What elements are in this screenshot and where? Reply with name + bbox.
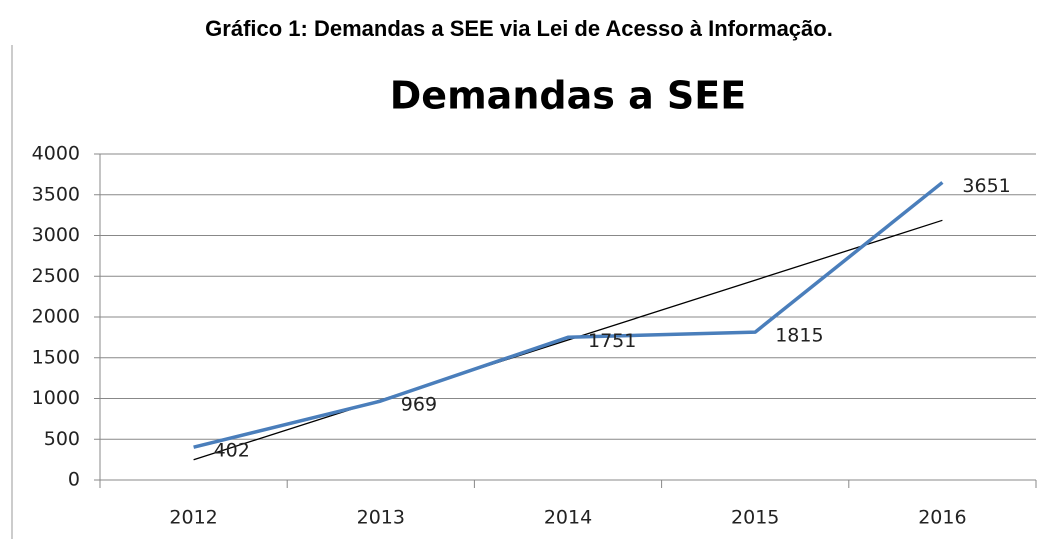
y-tick-label: 3000 [32,224,80,246]
caption: Gráfico 1: Demandas a SEE via Lei de Ace… [205,16,833,41]
data-label: 1815 [775,325,823,347]
x-tick-label: 2016 [918,507,966,529]
data-line [193,181,944,449]
y-tick-label: 500 [44,428,80,450]
y-tick-label: 4000 [32,143,80,165]
data-label: 402 [214,440,250,462]
y-tick-label: 1500 [32,346,80,368]
y-tick-label: 2000 [32,306,80,328]
y-tick-label: 0 [68,469,80,491]
x-tick-label: 2015 [731,507,779,529]
trendline [193,219,943,461]
x-tick-label: 2012 [169,507,217,529]
data-label: 969 [401,394,437,416]
y-tick-label: 3500 [32,183,80,205]
data-label: 3651 [962,175,1010,197]
x-tick-label: 2014 [544,507,592,529]
data-label: 1751 [588,330,636,352]
x-tick-label: 2013 [357,507,405,529]
chart-title: Demandas a SEE [390,74,746,118]
y-tick-label: 1000 [32,387,80,409]
y-tick-label: 2500 [32,265,80,287]
